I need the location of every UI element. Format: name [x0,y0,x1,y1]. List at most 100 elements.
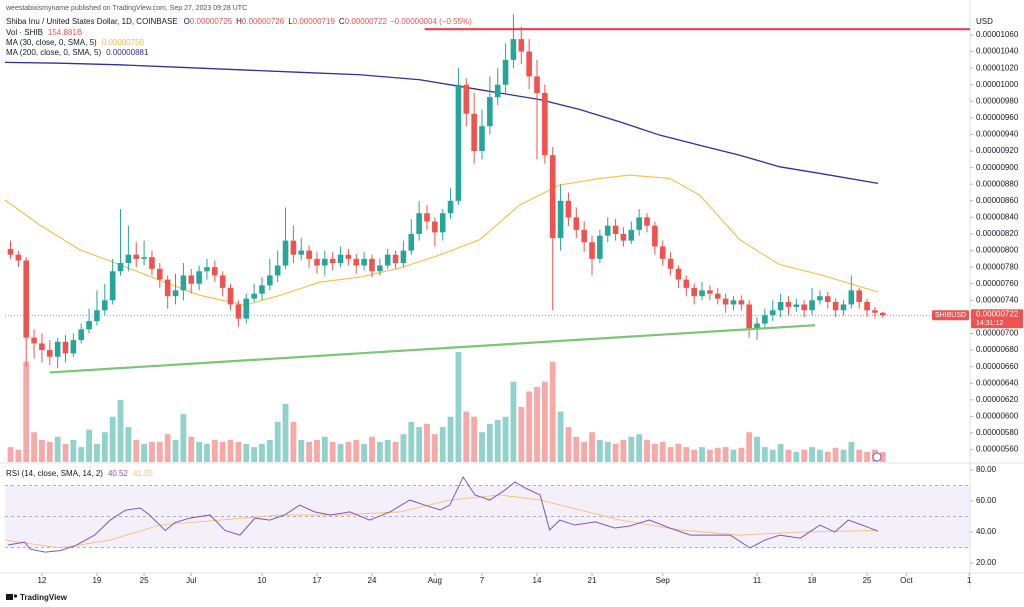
ma-name: MA (30, close, 0, SMA, 5) [6,38,97,47]
y-tick-label: 80.00 [976,465,997,474]
volume-bar [864,451,870,462]
ohlc-value: 0.00000726 [242,17,285,26]
y-tick-label: 60.00 [976,496,997,505]
candle-body [196,271,202,284]
trend-line [49,324,816,374]
ohlc-key: H [236,17,242,26]
candle-body [549,155,556,239]
candle-body [738,300,745,305]
candle-body [424,213,430,222]
candle-body [471,113,477,152]
volume-bar [644,440,650,462]
volume-bar [683,447,690,462]
volume-bar [243,443,250,462]
y-tick-label: 0.00000700 [976,329,1019,338]
volume-bar [471,416,478,462]
rsi-value: 41.05 [133,469,154,478]
volume-legend: Vol · SHIB 154.881B [6,28,82,37]
candle-body [879,312,886,316]
candle-body [345,254,352,259]
candle-body [274,265,281,276]
volume-bar [235,441,242,462]
candle-body [722,298,729,305]
volume-bar [15,449,22,462]
candle-body [361,258,367,266]
y-tick-label: 0.00000780 [976,262,1019,271]
volume-bar [455,352,462,462]
volume-bar [23,361,30,462]
volume-bar [706,449,713,462]
volume-bar [408,421,415,462]
volume-bar [62,443,69,462]
moving-average-line [4,174,879,306]
candle-body [86,321,92,330]
candle-body [502,59,509,85]
candle-body [809,300,815,311]
candle-body [659,246,666,259]
volume-bar [840,449,847,462]
x-tick-label: 18 [808,576,817,585]
volume-bar [848,441,855,462]
candle-body [824,296,831,302]
candle-body [180,275,187,291]
symbol-title: Shiba Inu / United States Dollar, 1D, CO… [6,17,178,26]
candle-body [369,258,375,272]
candle-body [447,200,454,214]
volume-bar [856,449,863,462]
symbol-tag-label: SHIBUSD [935,312,966,319]
legend-title: Shiba Inu / United States Dollar, 1D, CO… [6,17,472,26]
rsi-line [8,475,879,553]
candle-body [314,258,320,266]
volume-bar [211,440,218,462]
candle-body [133,254,140,259]
candle-body [243,298,250,319]
y-tick-label: 0.00001060 [976,30,1019,39]
unit-label: USD [976,17,993,26]
candle-body [94,310,100,322]
candle-body [620,233,627,241]
y-tick-label: 0.00000580 [976,428,1019,437]
event-badge [872,452,882,462]
volume-bar [801,449,808,462]
volume-bar [714,447,721,462]
y-tick-label: 0.00000660 [976,362,1019,371]
rsi-title: RSI (14, close, SMA, 14, 2) [6,469,103,478]
volume-bar [361,443,368,462]
volume-bar [824,451,831,462]
candle-body [204,267,210,272]
volume-bar [817,449,823,462]
volume-bar [369,436,375,462]
volume-bar [502,416,509,462]
volume-bar [699,447,705,462]
candle-body [62,341,69,354]
candle-body [565,200,572,218]
candle-body [754,323,760,330]
price-tag [971,309,1023,329]
volume-bar [117,399,124,462]
brand-logo: TradingView [6,593,68,602]
y-tick-label: 0.00001020 [976,63,1019,72]
y-tick-label: 0.00000920 [976,146,1019,155]
candle-body [212,267,218,276]
byline: weestabixismyname published on TradingVi… [5,5,247,12]
volume-bar [526,391,533,462]
volume-bar [777,443,784,462]
x-tick-label: Sep [656,576,671,585]
volume-bar [141,443,147,462]
candle-body [683,279,690,288]
volume-bar [392,441,399,462]
x-tick-label: 17 [313,576,322,585]
volume-bar [94,443,100,462]
volume-bar [667,447,674,462]
logo-mark [6,594,13,600]
candle-body [267,275,273,286]
candle-body [542,93,548,156]
volume-bar [636,434,643,462]
candle-body [691,287,697,297]
moving-average-line [4,61,879,185]
y-tick-label: 40.00 [976,527,997,536]
y-tick-label: 0.00000980 [976,96,1019,105]
ma-legend: MA (30, close, 0, SMA, 5) 0.00000750 [6,38,145,47]
volume-bar [486,423,493,462]
ohlc-value: 0.00000722 [345,17,388,26]
